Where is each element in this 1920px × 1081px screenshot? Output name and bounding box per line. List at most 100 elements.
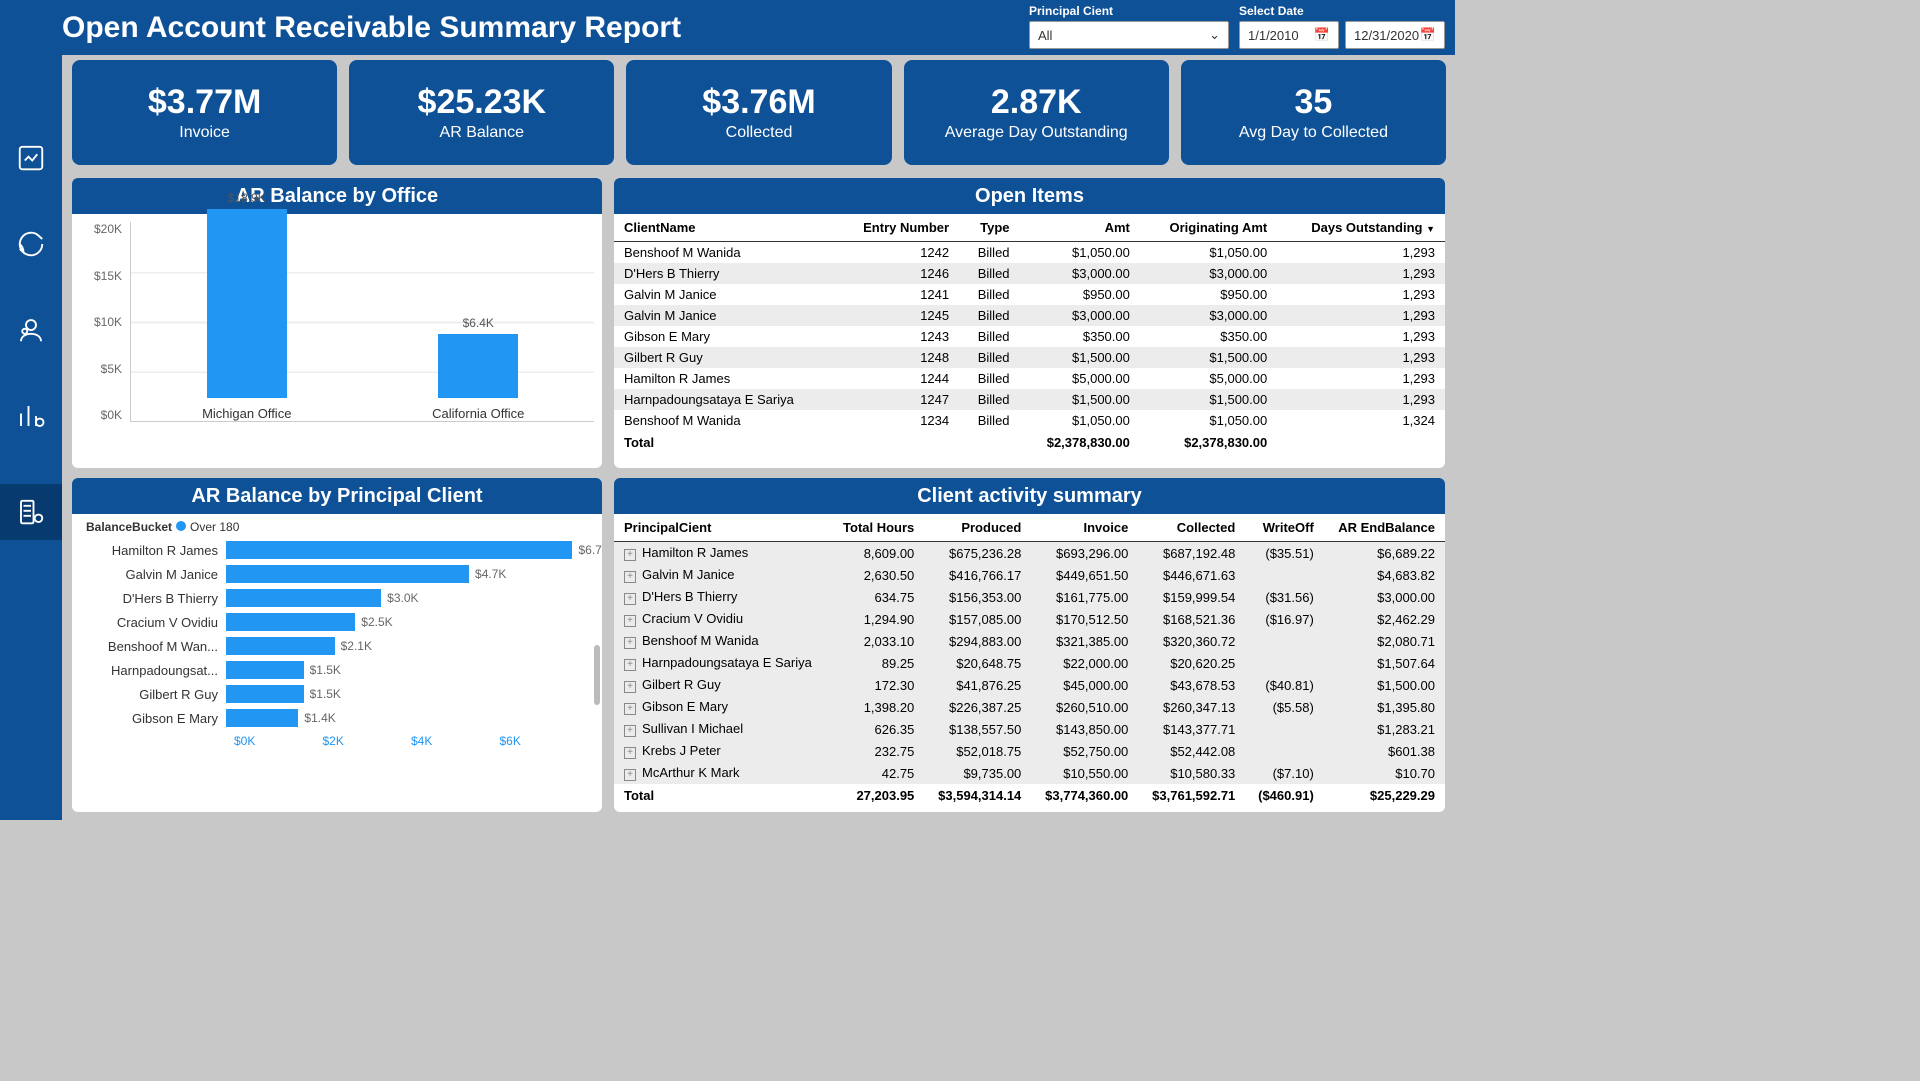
expand-icon[interactable]: + [624,681,636,693]
nav-chart-icon[interactable] [13,398,49,434]
legend: BalanceBucketOver 180 [86,520,588,534]
expand-icon[interactable]: + [624,593,636,605]
panel-title: AR Balance by Principal Client [72,478,602,514]
filters: Principal Cient All ⌄ Select Date 1/1/20… [1029,4,1445,49]
calendar-icon: 📅 [1314,27,1330,43]
kpi-label: Average Day Outstanding [945,124,1128,142]
kpi-value: $25.23K [418,83,547,122]
col-header[interactable]: Collected [1138,514,1245,542]
col-header[interactable]: Entry Number [835,214,959,242]
table-row[interactable]: Gibson E Mary1243Billed$350.00$350.001,2… [614,326,1445,347]
table-row[interactable]: +Sullivan I Michael626.35$138,557.50$143… [614,718,1445,740]
x-tick: $2K [323,734,412,748]
expand-icon[interactable]: + [624,571,636,583]
table-row[interactable]: Harnpadoungsataya E Sariya1247Billed$1,5… [614,389,1445,410]
total-row: Total$2,378,830.00$2,378,830.00 [614,431,1445,454]
panel-title: AR Balance by Office [72,178,602,214]
col-header[interactable]: Type [959,214,1019,242]
kpi-label: Collected [726,124,793,142]
expand-icon[interactable]: + [624,549,636,561]
table-row[interactable]: Galvin M Janice1241Billed$950.00$950.001… [614,284,1445,305]
scrollbar[interactable] [594,645,600,705]
kpi-value: 35 [1295,83,1333,122]
hbar-row[interactable]: Harnpadoungsat...$1.5K [86,658,588,682]
col-header[interactable]: Amt [1020,214,1140,242]
nav-report-icon[interactable] [13,140,49,176]
hbar-row[interactable]: Gibson E Mary$1.4K [86,706,588,730]
table-row[interactable]: +Gibson E Mary1,398.20$226,387.25$260,51… [614,696,1445,718]
kpi-row: $3.77MInvoice$25.23KAR Balance$3.76MColl… [72,60,1446,165]
x-tick: $4K [411,734,500,748]
col-header[interactable]: Total Hours [830,514,925,542]
table-row[interactable]: Hamilton R James1244Billed$5,000.00$5,00… [614,368,1445,389]
col-header[interactable]: PrincipalCient [614,514,830,542]
hbar-row[interactable]: Benshoof M Wan...$2.1K [86,634,588,658]
panel-ar-by-office: AR Balance by Office $20K$15K$10K$5K$0K … [72,178,602,468]
kpi-label: Invoice [179,124,230,142]
col-header[interactable]: WriteOff [1245,514,1323,542]
kpi-card: 35Avg Day to Collected [1181,60,1446,165]
client-dropdown[interactable]: All ⌄ [1029,21,1229,49]
panel-open-items: Open Items ClientNameEntry NumberTypeAmt… [614,178,1445,468]
table-row[interactable]: +Krebs J Peter232.75$52,018.75$52,750.00… [614,740,1445,762]
total-row: Total27,203.95$3,594,314.14$3,774,360.00… [614,784,1445,807]
date-from[interactable]: 1/1/2010📅 [1239,21,1339,49]
bar-chart: $20K$15K$10K$5K$0K $18.9KMichigan Office… [72,214,602,468]
kpi-card: $3.77MInvoice [72,60,337,165]
hbar-row[interactable]: D'Hers B Thierry$3.0K [86,586,588,610]
date-to[interactable]: 12/31/2020📅 [1345,21,1445,49]
y-tick: $20K [82,222,122,236]
table-row[interactable]: Benshoof M Wanida1242Billed$1,050.00$1,0… [614,242,1445,264]
table-row[interactable]: +D'Hers B Thierry634.75$156,353.00$161,7… [614,586,1445,608]
hbar-row[interactable]: Gilbert R Guy$1.5K [86,682,588,706]
kpi-label: AR Balance [440,124,525,142]
hbar-row[interactable]: Galvin M Janice$4.7K [86,562,588,586]
expand-icon[interactable]: + [624,747,636,759]
expand-icon[interactable]: + [624,703,636,715]
table-row[interactable]: +Hamilton R James8,609.00$675,236.28$693… [614,542,1445,565]
table-row[interactable]: +Galvin M Janice2,630.50$416,766.17$449,… [614,564,1445,586]
col-header[interactable]: Originating Amt [1140,214,1277,242]
page-title: Open Account Receivable Summary Report [62,11,681,45]
table-row[interactable]: +McArthur K Mark42.75$9,735.00$10,550.00… [614,762,1445,784]
y-tick: $10K [82,315,122,329]
open-items-table[interactable]: ClientNameEntry NumberTypeAmtOriginating… [614,214,1445,454]
col-header[interactable]: AR EndBalance [1324,514,1445,542]
table-row[interactable]: Benshoof M Wanida1234Billed$1,050.00$1,0… [614,410,1445,431]
y-tick: $15K [82,269,122,283]
panel-title: Open Items [614,178,1445,214]
table-row[interactable]: Galvin M Janice1245Billed$3,000.00$3,000… [614,305,1445,326]
table-row[interactable]: D'Hers B Thierry1246Billed$3,000.00$3,00… [614,263,1445,284]
bar[interactable]: $6.4KCalifornia Office [418,316,538,421]
table-row[interactable]: +Harnpadoungsataya E Sariya89.25$20,648.… [614,652,1445,674]
client-summary-table[interactable]: PrincipalCientTotal HoursProducedInvoice… [614,514,1445,807]
col-header[interactable]: Produced [924,514,1031,542]
table-row[interactable]: +Cracium V Ovidiu1,294.90$157,085.00$170… [614,608,1445,630]
expand-icon[interactable]: + [624,637,636,649]
bar[interactable]: $18.9KMichigan Office [187,191,307,421]
panel-ar-by-client: AR Balance by Principal Client BalanceBu… [72,478,602,812]
client-filter-label: Principal Cient [1029,4,1229,18]
expand-icon[interactable]: + [624,659,636,671]
kpi-card: $25.23K AR Balance [349,60,614,165]
nav-calc-icon[interactable] [0,484,62,540]
y-tick: $0K [82,408,122,422]
nav-refresh-icon[interactable] [13,226,49,262]
hbar-row[interactable]: Hamilton R James$6.7K [86,538,588,562]
hbar-row[interactable]: Cracium V Ovidiu$2.5K [86,610,588,634]
expand-icon[interactable]: + [624,615,636,627]
expand-icon[interactable]: + [624,725,636,737]
chevron-down-icon: ⌄ [1209,27,1220,43]
nav-user-icon[interactable] [13,312,49,348]
col-header[interactable]: Days Outstanding ▼ [1277,214,1445,242]
table-row[interactable]: Gilbert R Guy1248Billed$1,500.00$1,500.0… [614,347,1445,368]
x-tick: $0K [234,734,323,748]
date-filter-label: Select Date [1239,4,1445,18]
table-row[interactable]: +Gilbert R Guy172.30$41,876.25$45,000.00… [614,674,1445,696]
table-row[interactable]: +Benshoof M Wanida2,033.10$294,883.00$32… [614,630,1445,652]
expand-icon[interactable]: + [624,769,636,781]
y-tick: $5K [82,362,122,376]
col-header[interactable]: ClientName [614,214,835,242]
col-header[interactable]: Invoice [1031,514,1138,542]
panel-title: Client activity summary [614,478,1445,514]
